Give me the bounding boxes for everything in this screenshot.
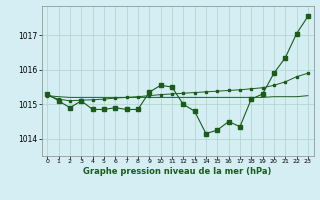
X-axis label: Graphe pression niveau de la mer (hPa): Graphe pression niveau de la mer (hPa) [84, 167, 272, 176]
